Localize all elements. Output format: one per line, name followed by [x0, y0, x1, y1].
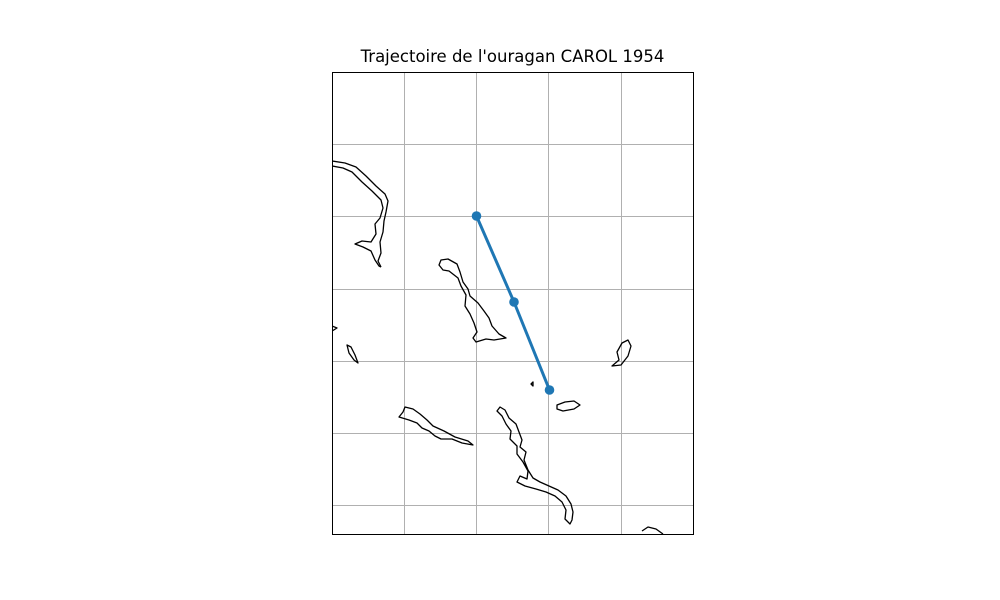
- coastline-island-small-3: [530, 381, 534, 387]
- track-point-2: [509, 297, 519, 307]
- map-title: Trajectoire de l'ouragan CAROL 1954: [360, 47, 665, 66]
- map-frame: [332, 72, 694, 535]
- coastline-florida-outer: [332, 160, 389, 268]
- hurricane-track: [471, 211, 555, 395]
- coastline-island-small-4: [346, 344, 359, 364]
- gridlines: [332, 72, 694, 535]
- coastline-island-small-1: [556, 400, 581, 412]
- track-point-3: [544, 385, 555, 395]
- coastline-island-small-5: [332, 325, 338, 332]
- coastline-island-abaco: [438, 258, 507, 343]
- coastlines: [332, 160, 664, 535]
- coastline-island-small-2: [611, 339, 632, 367]
- coastline-florida-inner: [332, 165, 384, 268]
- coastline-island-andros: [398, 406, 474, 446]
- coastline-island-eleuthera: [496, 406, 574, 525]
- track-point-1: [471, 211, 482, 221]
- coastline-island-small-6: [641, 526, 664, 535]
